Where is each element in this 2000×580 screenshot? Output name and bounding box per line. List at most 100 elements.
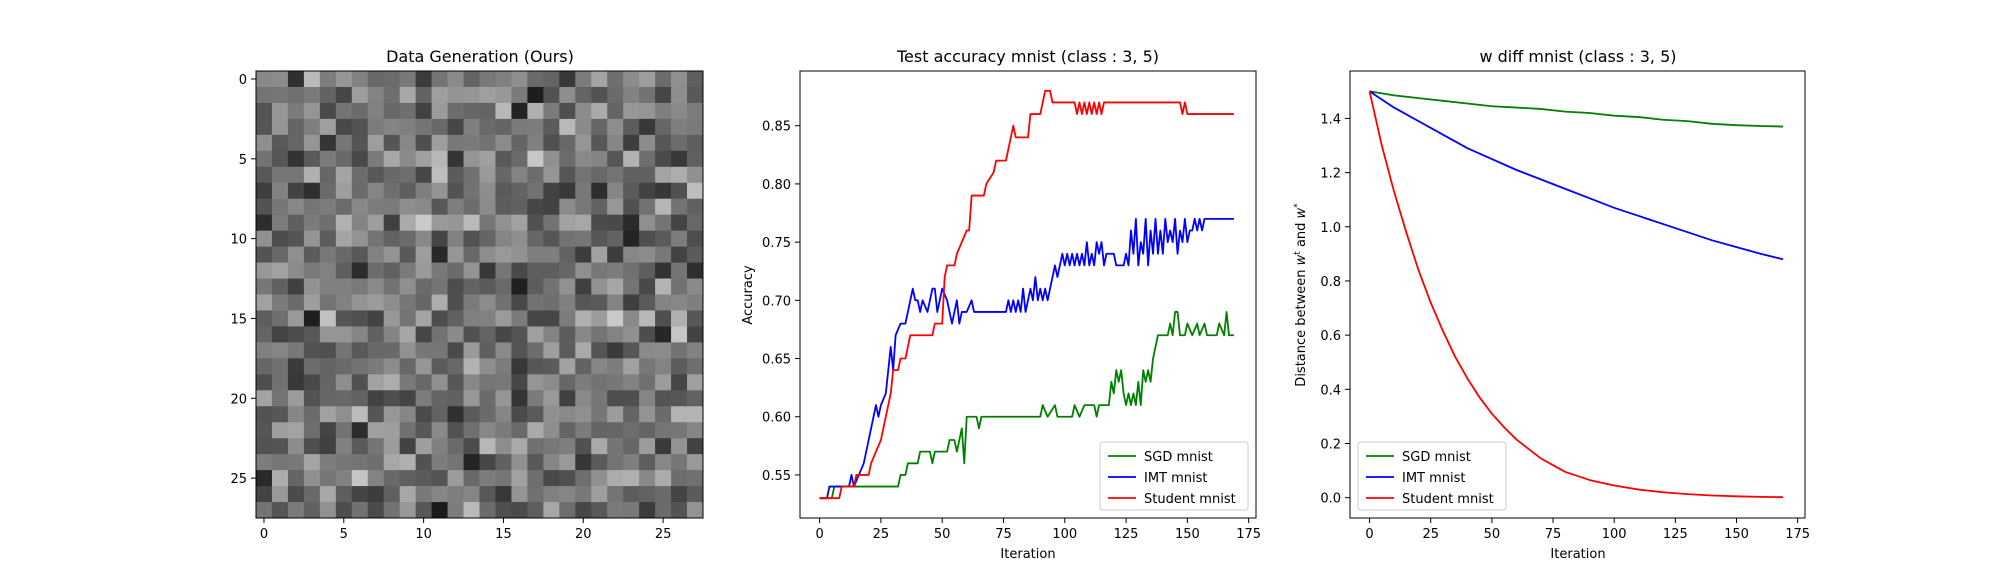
heatmap-cell: [319, 118, 337, 136]
heatmap-cell: [559, 326, 576, 343]
heatmap-cell: [543, 502, 560, 519]
wdiff-series-line: [1369, 90, 1784, 261]
heatmap-cell: [463, 406, 480, 423]
heatmap-cell: [463, 470, 480, 487]
heatmap-cell: [591, 406, 608, 423]
heatmap-cell: [511, 438, 528, 455]
heatmap-cell: [399, 246, 417, 263]
heatmap-cell: [671, 118, 688, 136]
heatmap-cell: [511, 422, 528, 439]
heatmap-cell: [671, 230, 688, 247]
heatmap-cell: [351, 438, 369, 455]
heatmap-cell: [479, 198, 496, 216]
heatmap-cell: [607, 422, 624, 439]
heatmap-cell: [367, 374, 385, 391]
heatmap-cell: [383, 502, 401, 519]
heatmap-cell: [495, 454, 512, 471]
heatmap-cell: [671, 71, 688, 88]
heatmap-cell: [335, 294, 353, 311]
heatmap-cell: [495, 470, 512, 487]
heatmap-cell: [399, 390, 417, 407]
heatmap-cell: [463, 214, 480, 232]
heatmap-cell: [287, 486, 305, 503]
heatmap-cell: [431, 438, 448, 455]
heatmap-cell: [383, 374, 401, 391]
heatmap-cell: [271, 438, 289, 455]
heatmap-cell: [463, 342, 480, 359]
heatmap-cell: [495, 118, 512, 136]
heatmap-cell: [256, 198, 273, 216]
wdiff-xtick-label: 75: [1545, 527, 1562, 542]
heatmap-cell: [607, 182, 624, 200]
heatmap-cell: [655, 294, 672, 311]
wdiff-xtick-label: 50: [1484, 527, 1501, 542]
heatmap-cell: [335, 454, 353, 471]
heatmap-cell: [415, 438, 432, 455]
heatmap-cell: [367, 246, 385, 263]
heatmap-cell: [655, 278, 672, 295]
accuracy-xtick-label: 50: [934, 527, 951, 542]
heatmap-cell: [623, 182, 640, 200]
heatmap-cell: [527, 470, 544, 487]
heatmap-cell: [559, 342, 576, 359]
heatmap-cell: [559, 294, 576, 311]
heatmap-cell: [319, 166, 337, 184]
heatmap-cell: [303, 470, 321, 487]
heatmap-cell: [607, 294, 624, 311]
heatmap-cell: [399, 214, 417, 232]
heatmap-cell: [383, 102, 401, 120]
heatmap-cell: [447, 71, 464, 88]
heatmap-cell: [591, 294, 608, 311]
wdiff-ytick-label: 0.2: [1320, 438, 1341, 453]
heatmap-cell: [335, 310, 353, 327]
heatmap-cell: [287, 310, 305, 327]
heatmap-cell: [495, 150, 512, 168]
accuracy-legend-label: SGD mnist: [1144, 450, 1213, 465]
heatmap-cell: [495, 374, 512, 391]
heatmap-cell: [351, 358, 369, 375]
heatmap-cell: [527, 390, 544, 407]
heatmap-cell: [479, 390, 496, 407]
heatmap-cell: [623, 214, 640, 232]
heatmap-cell: [527, 278, 544, 295]
heatmap-xtick-label: 5: [340, 527, 348, 542]
heatmap-cell: [431, 278, 448, 295]
heatmap-cell: [479, 454, 496, 471]
heatmap-cell: [303, 358, 321, 375]
heatmap-cell: [687, 390, 704, 407]
heatmap-cell: [256, 182, 273, 200]
heatmap-cell: [607, 470, 624, 487]
heatmap-cell: [287, 358, 305, 375]
heatmap-cell: [367, 310, 385, 327]
heatmap-cell: [319, 278, 337, 295]
heatmap-cell: [543, 310, 560, 327]
heatmap-cell: [447, 502, 464, 519]
heatmap-cell: [655, 71, 672, 88]
heatmap-cell: [335, 438, 353, 455]
heatmap-cell: [655, 470, 672, 487]
heatmap-cell: [351, 326, 369, 343]
heatmap-cell: [623, 230, 640, 247]
heatmap-cell: [527, 358, 544, 375]
heatmap-cell: [335, 150, 353, 168]
heatmap-cell: [447, 246, 464, 263]
heatmap-cell: [527, 118, 544, 136]
heatmap-cell: [383, 182, 401, 200]
heatmap-cell: [607, 230, 624, 247]
heatmap-cell: [623, 310, 640, 327]
heatmap-cell: [543, 278, 560, 295]
heatmap-cell: [415, 390, 432, 407]
heatmap-cell: [303, 342, 321, 359]
heatmap-cell: [351, 278, 369, 295]
heatmap-cell: [383, 86, 401, 104]
heatmap-cell: [367, 230, 385, 247]
heatmap-cell: [256, 310, 273, 327]
heatmap-cell: [687, 166, 704, 184]
heatmap-cell: [415, 246, 432, 263]
heatmap-cell: [591, 470, 608, 487]
heatmap-cell: [399, 230, 417, 247]
heatmap-cell: [623, 390, 640, 407]
heatmap-cell: [591, 230, 608, 247]
heatmap-cell: [383, 118, 401, 136]
heatmap-cell: [639, 486, 656, 503]
